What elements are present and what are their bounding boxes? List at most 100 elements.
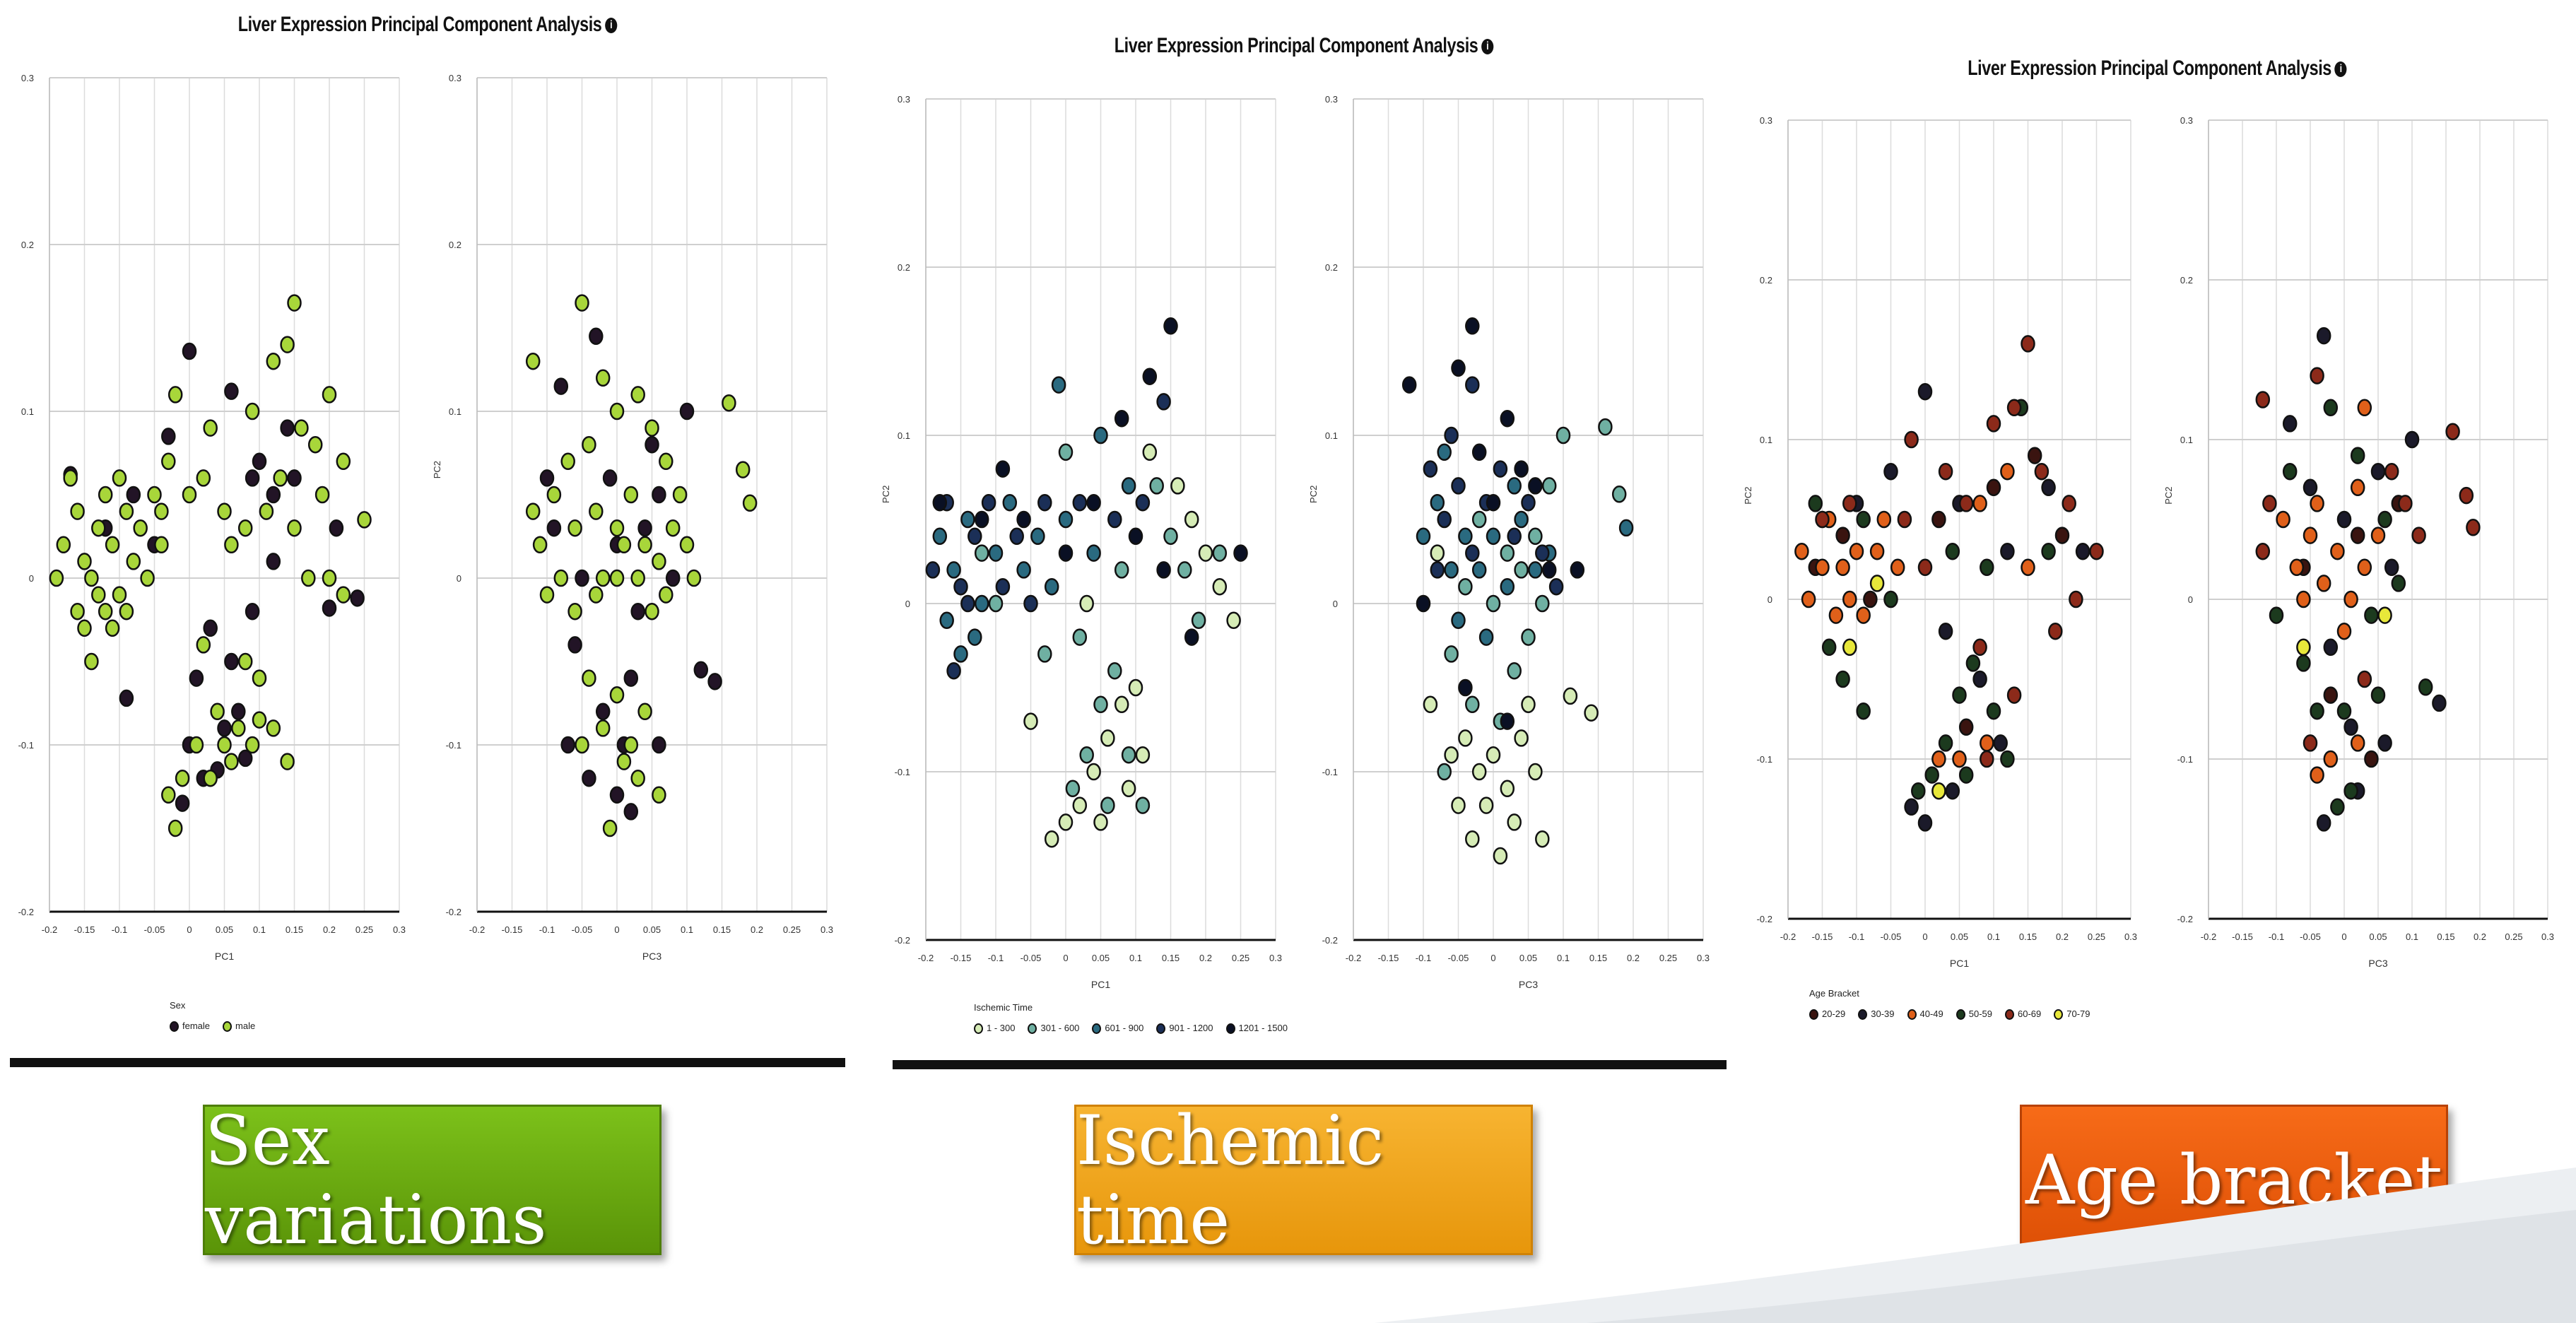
scatter-point	[946, 662, 961, 680]
y-tick-label: -0.2	[18, 907, 34, 917]
scatter-point	[1451, 359, 1466, 377]
scatter-point	[1965, 654, 1981, 672]
scatter-point	[287, 519, 302, 537]
scatter-point	[1570, 561, 1585, 579]
y-tick-label: 0.3	[2180, 115, 2193, 126]
scatter-point	[1555, 426, 1571, 445]
x-axis-label: PC1	[215, 951, 234, 962]
scatter-point	[1437, 443, 1452, 461]
y-tick-label: 0.3	[1325, 94, 1338, 105]
scatter-point	[175, 794, 190, 812]
legend-label: male	[235, 1021, 256, 1031]
scatter-point	[735, 461, 751, 478]
legend-title: Age Bracket	[1809, 988, 1859, 999]
scatter-point	[2336, 622, 2352, 640]
scatter-point	[1986, 702, 2001, 720]
scatter-point	[1458, 729, 1473, 747]
x-tick-label: 0.2	[2056, 931, 2069, 942]
scatter-point	[1423, 460, 1438, 478]
scatter-point	[1121, 780, 1136, 798]
info-icon[interactable]: i	[2334, 61, 2347, 78]
legend-swatch	[2005, 1009, 2014, 1021]
scatter-point	[1528, 527, 1543, 546]
scatter-point	[2048, 622, 2063, 640]
y-tick-label: 0.3	[1760, 115, 1772, 126]
scatter-point	[1037, 645, 1052, 663]
scatter-point	[652, 786, 666, 804]
scatter-point	[1016, 510, 1031, 529]
scatter-point	[1815, 558, 1830, 577]
legend-label: 50-59	[1968, 1009, 1992, 1019]
scatter-point	[1521, 493, 1536, 512]
x-tick-label: -0.2	[1780, 931, 1796, 942]
x-tick-label: -0.05	[1448, 953, 1469, 963]
scatter-point	[2377, 734, 2392, 752]
scatter-point	[1142, 443, 1158, 461]
scatter-point	[2350, 527, 2365, 544]
legend-item: male	[223, 1021, 256, 1033]
x-tick-label: 0	[614, 924, 619, 935]
scatter-point	[2432, 694, 2447, 712]
scatter-point	[336, 452, 351, 471]
scatter-point	[224, 536, 239, 554]
scatter-point	[2296, 638, 2311, 657]
scatter-point	[693, 661, 709, 679]
info-icon[interactable]: i	[605, 18, 618, 34]
scatter-point	[266, 352, 281, 370]
scatter-point	[1972, 638, 1987, 657]
scatter-point	[1114, 409, 1129, 428]
scatter-point	[1849, 542, 1864, 560]
scatter-point	[1493, 460, 1508, 478]
scatter-point	[140, 569, 155, 587]
scatter-point	[1156, 393, 1171, 411]
scatter-point	[1086, 544, 1101, 562]
scatter-point	[161, 428, 176, 445]
scatter-point	[1107, 662, 1122, 680]
scatter-point	[2391, 575, 2406, 592]
scatter-point	[2364, 750, 2379, 768]
scatter-point	[91, 586, 106, 604]
scatter-point	[252, 711, 267, 729]
legend-item: 301 - 600	[1028, 1023, 1079, 1035]
scatter-point	[2000, 750, 2015, 768]
info-icon[interactable]: i	[1481, 39, 1494, 55]
scatter-point	[119, 602, 134, 621]
y-tick-label: 0.3	[21, 73, 34, 83]
y-tick-label: -0.2	[446, 907, 461, 917]
scatter-point	[1952, 750, 1967, 768]
scatter-point	[2262, 495, 2277, 512]
scatter-point	[609, 786, 625, 804]
scatter-point	[2089, 542, 2104, 560]
scatter-point	[1163, 317, 1178, 335]
scatter-point	[2323, 686, 2339, 704]
scatter-point	[77, 619, 92, 637]
scatter-point	[259, 502, 274, 520]
scatter-point	[560, 452, 575, 471]
legend-swatch	[2054, 1009, 2064, 1021]
legend-label: 1 - 300	[987, 1023, 1016, 1033]
scatter-point	[1507, 527, 1522, 546]
scatter-point	[1486, 746, 1501, 764]
scatter-point	[266, 719, 281, 737]
scatter-point	[637, 536, 652, 554]
y-tick-label: 0.2	[21, 240, 34, 250]
scatter-point	[1931, 750, 1946, 768]
scatter-point	[525, 352, 541, 370]
x-axis-label: PC3	[2368, 958, 2387, 969]
scatter-point	[616, 753, 632, 770]
scatter-point	[546, 486, 562, 504]
scatter-point	[1835, 527, 1850, 544]
scatter-point	[637, 519, 652, 537]
scatter-point	[1535, 594, 1550, 613]
scatter-point	[203, 769, 218, 787]
scatter-point	[2323, 399, 2339, 417]
x-tick-label: 0.1	[1557, 953, 1570, 963]
scatter-point	[2041, 478, 2056, 497]
x-tick-label: 0.2	[2474, 931, 2486, 942]
scatter-point	[167, 819, 183, 837]
x-tick-label: -0.2	[1346, 953, 1361, 963]
legend-label: 70-79	[2066, 1009, 2090, 1019]
y-tick-label: 0.1	[1325, 430, 1338, 441]
scatter-point	[1023, 712, 1038, 730]
scatter-point	[1093, 695, 1108, 714]
